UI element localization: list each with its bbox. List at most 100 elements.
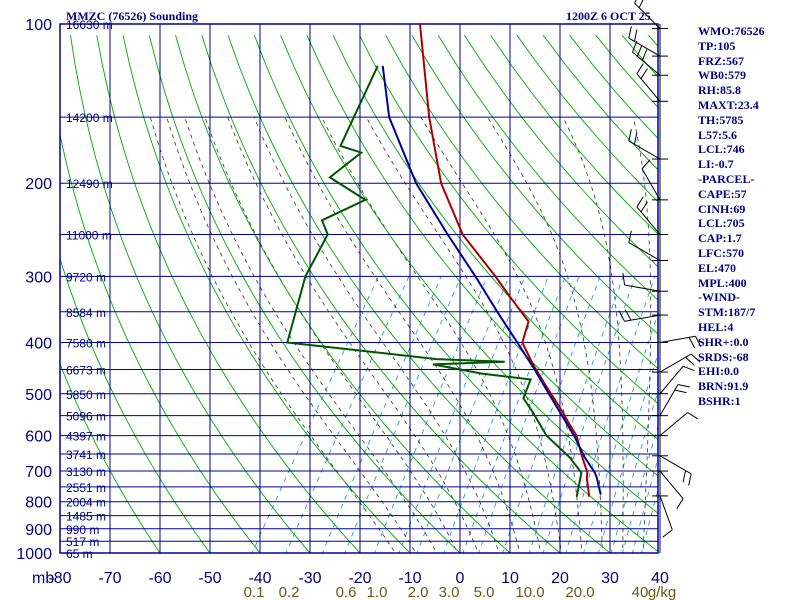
temperature-label-20: 20 [551, 570, 569, 587]
wind-barb-flag-6-0 [636, 196, 644, 208]
mixing-ratio-line-10 [502, 276, 601, 553]
dry-adiabat-line-50 [280, 35, 658, 514]
wind-barb-flag-6-1 [640, 201, 648, 213]
wind-barb-flag-7-0 [628, 230, 632, 243]
wind-barb-flag-2-0 [631, 40, 638, 53]
mb-unit-label: mb [32, 570, 54, 587]
mixing-ratio-label-5: 3.0 [439, 584, 460, 600]
wind-barb-flag-2-1 [636, 44, 643, 57]
mixing-ratio-label-10: g/kg [648, 584, 676, 600]
height-label-900: 990 m [66, 523, 99, 537]
mixing-ratio-line-7 [443, 276, 549, 553]
height-label-850: 1485 m [66, 510, 106, 524]
dry-adiabat-line-20 [201, 35, 561, 553]
mixing-ratio-line-19 [640, 488, 658, 553]
index-line: BRN:91.9 [698, 379, 749, 394]
wind-barb-shaft-17 [659, 495, 673, 530]
index-line: RH:85.8 [698, 83, 741, 98]
index-line: EL:470 [698, 260, 737, 275]
wind-barb-shaft-13 [659, 384, 679, 416]
height-label-400: 7580 m [66, 336, 106, 350]
wind-barb-flag-9-1 [624, 309, 632, 321]
mixing-ratio-line-0 [251, 276, 379, 553]
moist-adiabat-line-34 [562, 117, 624, 553]
dry-adiabat-line--30 [70, 35, 311, 553]
index-line: LCL:705 [698, 216, 745, 231]
height-label-550: 5096 m [66, 410, 106, 424]
pressure-label-1000: 1000 [16, 546, 52, 563]
plot-frame [59, 23, 659, 554]
wind-barb-flag-0-1 [638, 0, 644, 8]
index-line: BSHR:1 [698, 393, 741, 408]
observation-time: 1200Z 6 OCT 25 [566, 9, 651, 23]
temperature-label-10: 10 [501, 570, 519, 587]
height-label-600: 4397 m [66, 430, 106, 444]
dry-adiabat-line--50 [60, 257, 211, 553]
dry-adiabat-line-30 [227, 35, 611, 553]
mixing-ratio-line-11 [528, 276, 624, 553]
height-label-200: 12490 m [66, 177, 113, 191]
sounding-traces [286, 24, 602, 497]
index-line: MPL:400 [698, 275, 747, 290]
wind-barb-flag-11-1 [685, 356, 695, 366]
dry-adiabat-line-80 [359, 34, 658, 405]
wind-barb-shaft-11 [659, 353, 692, 373]
height-label-750: 2551 m [66, 481, 106, 495]
mixing-ratio-label-4: 2.0 [408, 584, 429, 600]
wind-barb-shaft-8 [624, 284, 661, 292]
height-label-1000: 65 m [66, 547, 93, 561]
mixing-ratio-label-3: 1.0 [367, 584, 388, 600]
wind-barb-flag-1-1 [633, 29, 638, 42]
mixing-ratio-label-2: 0.6 [336, 584, 357, 600]
mixing-ratio-line-3 [344, 276, 462, 553]
temperature-label--40: -40 [248, 570, 271, 587]
pressure-label-700: 700 [25, 464, 52, 481]
mixing-ratio-line-14 [583, 311, 658, 553]
moist-adiabat-line-6 [227, 117, 479, 553]
index-line: SHR+:0.0 [698, 334, 749, 349]
wind-barb-flag-11-0 [690, 353, 701, 363]
pressure-label-400: 400 [25, 335, 52, 352]
mixing-ratio-line-16 [610, 389, 658, 553]
moist-adiabat-line-22 [365, 117, 562, 553]
height-label-950: 517 m [66, 535, 99, 549]
wind-barb-shaft-16 [659, 470, 684, 499]
mixing-ratio-line-5 [398, 276, 510, 553]
height-label-150: 14200 m [66, 111, 113, 125]
temperature-label-30: 30 [601, 570, 619, 587]
moist-adiabat-line-14 [284, 117, 521, 553]
index-line: LCL:746 [698, 142, 745, 157]
index-line: -PARCEL- [698, 171, 755, 186]
height-label-500: 5850 m [66, 388, 106, 402]
index-line: TH:5785 [698, 112, 744, 127]
wind-barb-shaft-5 [641, 168, 661, 201]
index-line: MAXT:23.4 [698, 97, 759, 112]
mixing-ratio-line-13 [565, 276, 656, 553]
pressure-label-300: 300 [25, 269, 52, 286]
height-label-250: 11000 m [66, 229, 112, 243]
height-label-650: 3741 m [66, 448, 106, 462]
wind-barb-flag-3-0 [636, 63, 644, 74]
wind-barb-flag-10-1 [688, 337, 696, 349]
pressure-label-200: 200 [25, 176, 52, 193]
index-line: TP:105 [698, 38, 736, 53]
index-line: HEL:4 [698, 319, 734, 334]
index-line: L57:5.6 [698, 127, 737, 142]
wind-barb-flag-4-1 [633, 132, 638, 145]
mixing-ratio-line-6 [416, 276, 526, 553]
sounding-indices: WMO:76526 TP:105 FRZ:567 WB0:579 RH:85.8 MAXT… [698, 24, 765, 409]
temperature-label-40: 40 [651, 570, 669, 587]
wind-barb-flag-14-0 [687, 412, 699, 420]
pressure-label-600: 600 [25, 429, 52, 446]
wind-barb-flag-13-0 [677, 383, 690, 388]
dry-adiabat-line-60 [306, 35, 658, 477]
pressure-label-500: 500 [25, 387, 52, 404]
dry-adiabat-line--20 [96, 35, 361, 553]
wind-barb-flag-8-0 [622, 273, 626, 286]
moist-adiabat-line-26 [420, 116, 583, 553]
index-line: EHI:0.0 [698, 364, 740, 379]
mixing-ratio-label-6: 5.0 [474, 584, 495, 600]
pressure-label-800: 800 [25, 495, 52, 512]
